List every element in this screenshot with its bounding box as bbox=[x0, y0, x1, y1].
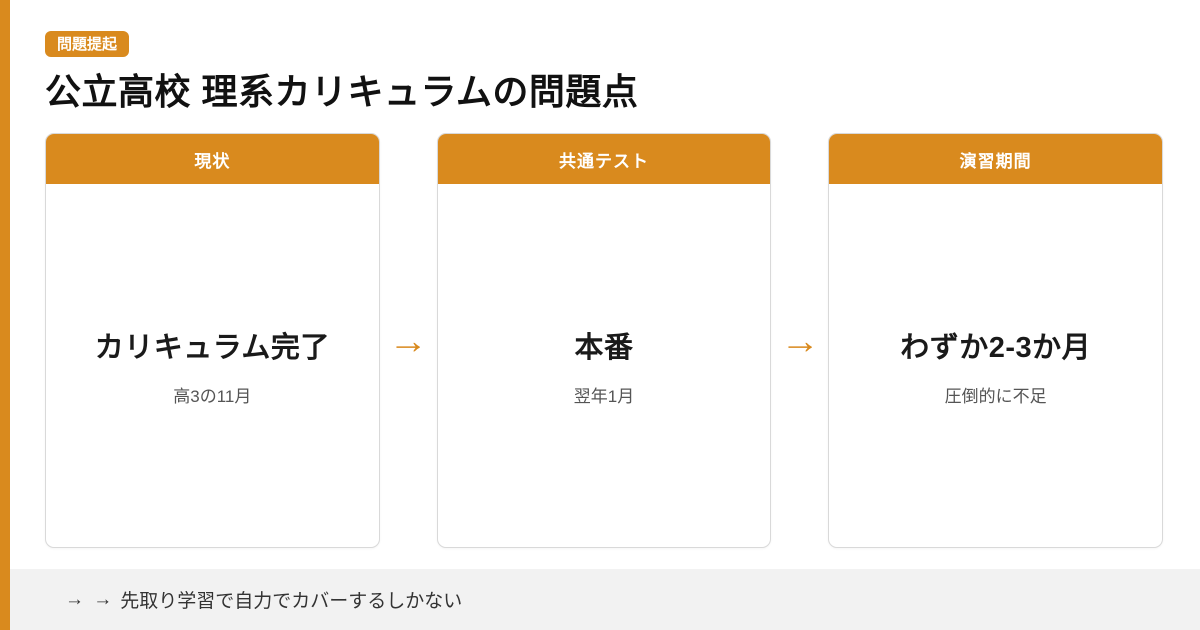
card-sub-text: 高3の11月 bbox=[173, 387, 252, 407]
card-main-text: 本番 bbox=[574, 332, 634, 365]
card-header: 演習期間 bbox=[829, 134, 1163, 185]
card-main-text: カリキュラム完了 bbox=[94, 332, 330, 365]
arrow-right-icon: → bbox=[388, 319, 428, 361]
card-body: わずか2-3か月 圧倒的に不足 bbox=[829, 184, 1162, 547]
footer-arrows-icon: → → bbox=[65, 588, 115, 610]
arrow-cell: → bbox=[771, 133, 828, 548]
card-sub-text: 翌年1月 bbox=[573, 387, 635, 407]
arrow-right-icon: → bbox=[780, 319, 820, 361]
page-title: 公立高校 理系カリキュラムの問題点 bbox=[45, 71, 639, 112]
section-badge: 問題提起 bbox=[45, 31, 130, 57]
card-header: 共通テスト bbox=[437, 134, 771, 185]
card-common-test: 共通テスト 本番 翌年1月 bbox=[436, 133, 772, 549]
card-sub-text: 圧倒的に不足 bbox=[944, 387, 1047, 407]
main-content: 問題提起 公立高校 理系カリキュラムの問題点 現状 カリキュラム完了 高3の11… bbox=[45, 31, 1164, 549]
card-current-status: 現状 カリキュラム完了 高3の11月 bbox=[45, 133, 380, 549]
card-body: 本番 翌年1月 bbox=[438, 184, 771, 547]
flow-diagram: 現状 カリキュラム完了 高3の11月 → 共通テスト 本番 翌年1月 → bbox=[45, 133, 1164, 549]
left-accent-stripe bbox=[0, 0, 10, 630]
footer-text: 先取り学習で自力でカバーするしかない bbox=[120, 591, 463, 612]
arrow-cell: → bbox=[380, 133, 437, 548]
card-header: 現状 bbox=[46, 134, 379, 185]
footer-bar: → → 先取り学習で自力でカバーするしかない bbox=[10, 569, 1200, 630]
card-body: カリキュラム完了 高3の11月 bbox=[46, 184, 379, 547]
card-main-text: わずか2-3か月 bbox=[900, 332, 1092, 365]
card-practice-period: 演習期間 わずか2-3か月 圧倒的に不足 bbox=[828, 133, 1164, 549]
